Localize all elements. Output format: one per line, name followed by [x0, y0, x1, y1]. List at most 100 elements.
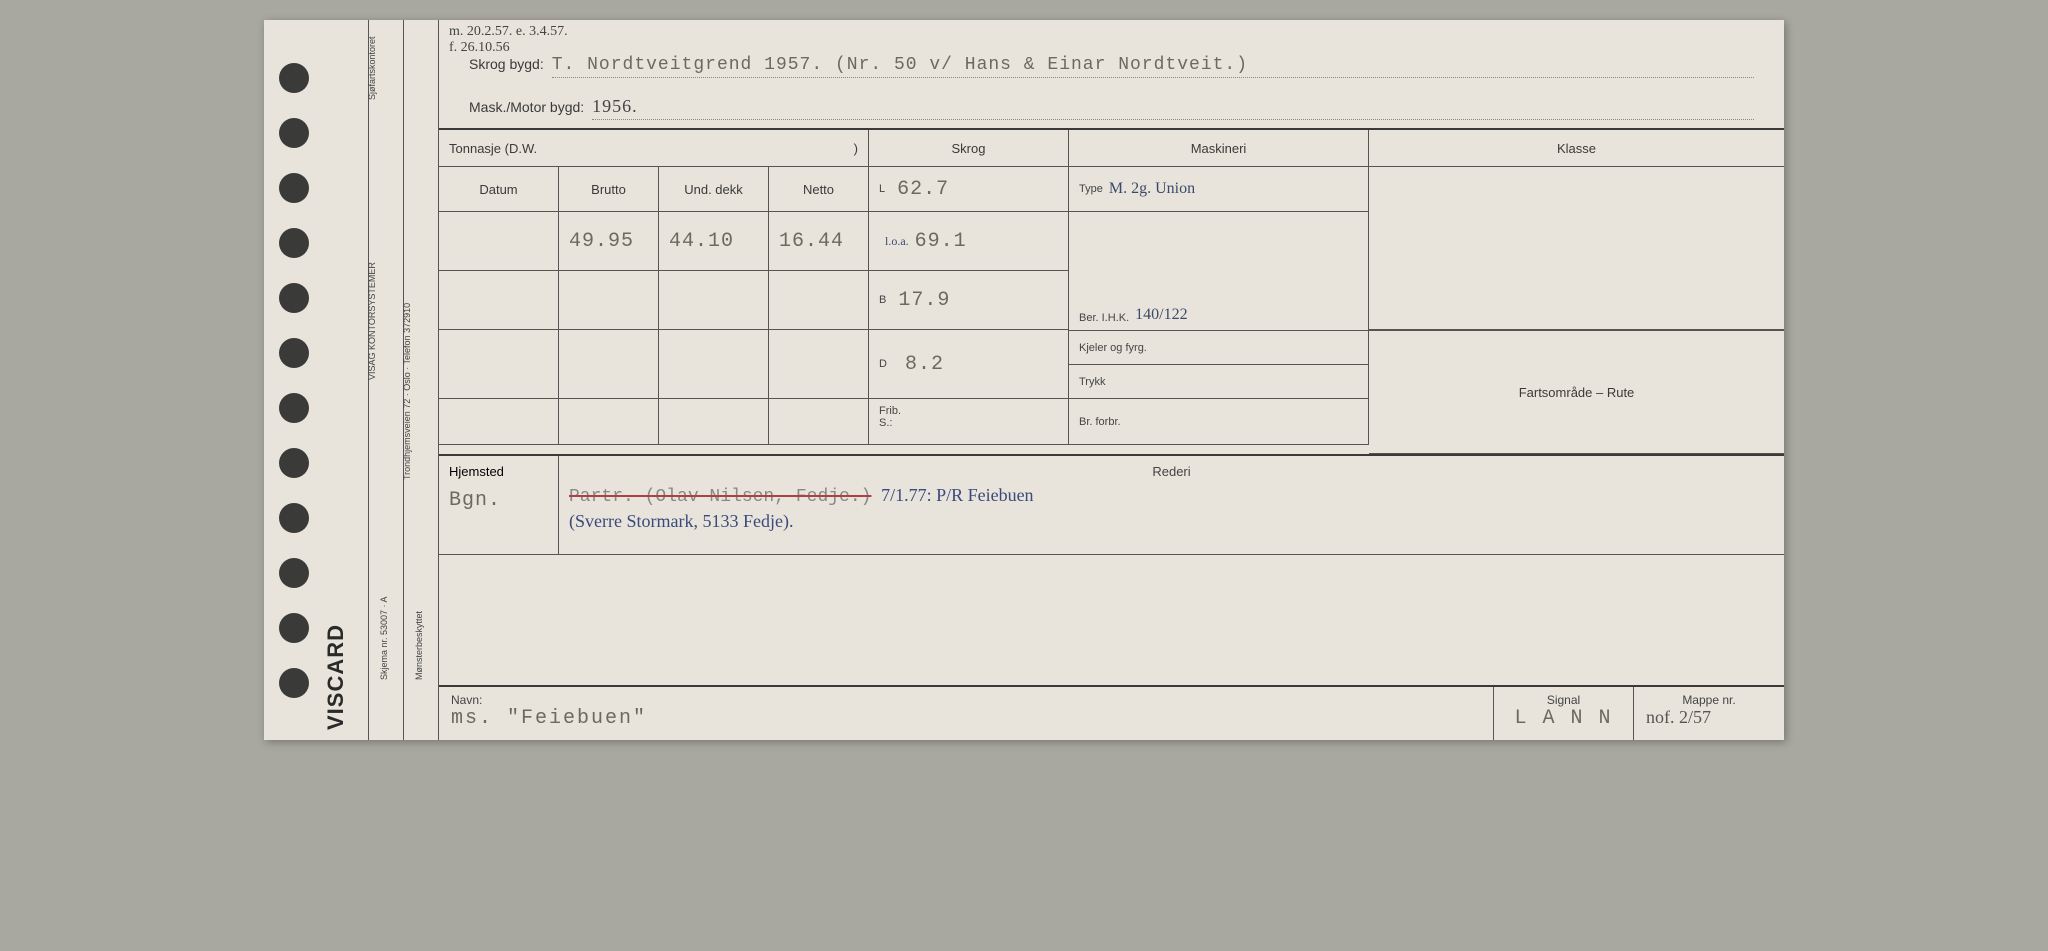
br-forbr-label: Br. forbr.	[1079, 416, 1121, 428]
empty-cell	[439, 271, 559, 330]
brutto-cell: 49.95	[559, 212, 659, 271]
loa-value: 69.1	[915, 230, 967, 253]
side-column-info: Sjøfartskontoret VISAG KONTORSYSTEMER Sk…	[369, 20, 404, 740]
signal-value: L A N N	[1506, 707, 1621, 730]
side-column-info2: Trondhjemsveien 72 · Oslo · Telefon 3729…	[404, 20, 439, 740]
motor-bygd-value: 1956.	[592, 96, 1754, 120]
trykk-label: Trykk	[1079, 376, 1105, 388]
navn-label: Navn:	[451, 693, 1481, 707]
hole	[279, 613, 309, 643]
empty-cell	[659, 399, 769, 445]
empty-cell	[439, 399, 559, 445]
trykk-cell: Trykk	[1069, 365, 1369, 399]
kjeler-cell: Kjeler og fyrg.	[1069, 330, 1369, 365]
empty-cell	[769, 399, 869, 445]
side-info-3: Skjema nr. 53007 · A	[379, 596, 389, 680]
tonnasje-header: Tonnasje (D.W. )	[439, 130, 869, 167]
D-value: 8.2	[905, 353, 944, 376]
index-card: VISCARD Sjøfartskontoret VISAG KONTORSYS…	[264, 20, 1784, 740]
empty-cell	[439, 330, 559, 399]
frib-label: Frib.	[879, 405, 901, 417]
hjemsted-label: Hjemsted	[449, 464, 548, 479]
netto-label: Netto	[769, 167, 869, 212]
hole	[279, 283, 309, 313]
hole	[279, 448, 309, 478]
type-label: Type	[1079, 183, 1103, 195]
maskineri-header: Maskineri	[1069, 130, 1369, 167]
spacer	[439, 554, 1784, 685]
L-value: 62.7	[897, 178, 949, 201]
empty-cell	[659, 330, 769, 399]
tonnasje-label: Tonnasje (D.W.	[449, 141, 537, 156]
netto-cell: 16.44	[769, 212, 869, 271]
hole	[279, 668, 309, 698]
hole	[279, 63, 309, 93]
brutto-label: Brutto	[559, 167, 659, 212]
brand-logo: VISCARD	[323, 624, 349, 730]
kjeler-label: Kjeler og fyrg.	[1079, 342, 1147, 354]
hole	[279, 118, 309, 148]
B-cell: B 17.9	[869, 271, 1069, 330]
unddekk-value: 44.10	[669, 230, 734, 253]
skrog-bygd-value: T. Nordtveitgrend 1957. (Nr. 50 v/ Hans …	[552, 55, 1754, 78]
side-info-top: Sjøfartskontoret	[367, 36, 377, 100]
skrog-bygd-label: Skrog bygd:	[469, 56, 544, 72]
type-value: M. 2g. Union	[1109, 180, 1195, 198]
datum-cell	[439, 212, 559, 271]
mappe-value: nof. 2/57	[1646, 707, 1772, 728]
side-info-4: Mønsterbeskyttet	[414, 611, 424, 680]
empty-cell	[769, 330, 869, 399]
hole	[279, 393, 309, 423]
B-value: 17.9	[898, 289, 950, 312]
ber-ihk-cell: Ber. I.H.K. 140/122	[1069, 212, 1369, 330]
datum-label: Datum	[439, 167, 559, 212]
mappe-label: Mappe nr.	[1646, 693, 1772, 707]
mappe-cell: Mappe nr. nof. 2/57	[1634, 687, 1784, 740]
hole	[279, 503, 309, 533]
ber-ihk-label: Ber. I.H.K.	[1079, 312, 1129, 324]
rederi-struck: Partr. (Olav Nilsen, Fedje.)	[569, 487, 871, 507]
card-main: m. 20.2.57. e. 3.4.57. f. 26.10.56 Skrog…	[439, 20, 1784, 740]
side-info-2: Trondhjemsveien 72 · Oslo · Telefon 3729…	[402, 303, 412, 480]
hole	[279, 338, 309, 368]
signal-label: Signal	[1506, 693, 1621, 707]
brutto-value: 49.95	[569, 230, 634, 253]
footer: Navn: ms. "Feiebuen" Signal L A N N Mapp…	[439, 685, 1784, 740]
rederi-line2: (Sverre Stormark, 5133 Fedje).	[569, 511, 1774, 532]
unddekk-cell: 44.10	[659, 212, 769, 271]
S-label: S.:	[879, 417, 892, 429]
klasse-header: Klasse	[1369, 130, 1784, 167]
D-cell: D 8.2	[869, 330, 1069, 399]
loa-cell: l.o.a. 69.1	[869, 212, 1069, 271]
owner-section: Hjemsted Bgn. Rederi Partr. (Olav Nilsen…	[439, 454, 1784, 554]
loa-label: l.o.a.	[885, 234, 909, 249]
side-column-brand: VISCARD	[324, 20, 369, 740]
empty-cell	[659, 271, 769, 330]
D-label: D	[879, 358, 887, 370]
side-info-1: VISAG KONTORSYSTEMER	[367, 262, 377, 380]
motor-bygd-label: Mask./Motor bygd:	[469, 99, 584, 115]
unddekk-label: Und. dekk	[659, 167, 769, 212]
br-forbr-cell: Br. forbr.	[1069, 399, 1369, 445]
rederi-label: Rederi	[569, 464, 1774, 479]
hole	[279, 173, 309, 203]
ber-ihk-value: 140/122	[1135, 306, 1187, 324]
data-grid: Tonnasje (D.W. ) Skrog Maskineri Klasse …	[439, 128, 1784, 454]
navn-cell: Navn: ms. "Feiebuen"	[439, 687, 1494, 740]
klasse-cell	[1369, 167, 1784, 330]
frib-cell: Frib. S.:	[869, 399, 1069, 445]
empty-cell	[559, 330, 659, 399]
hole	[279, 228, 309, 258]
empty-cell	[559, 399, 659, 445]
punch-holes	[264, 20, 324, 740]
B-label: B	[879, 294, 886, 306]
skrog-header: Skrog	[869, 130, 1069, 167]
empty-cell	[769, 271, 869, 330]
L-label: L	[879, 183, 885, 195]
type-cell: Type M. 2g. Union	[1069, 167, 1369, 212]
empty-cell	[559, 271, 659, 330]
signal-cell: Signal L A N N	[1494, 687, 1634, 740]
hjemsted-cell: Hjemsted Bgn.	[439, 456, 559, 554]
hole	[279, 558, 309, 588]
L-cell: L 62.7	[869, 167, 1069, 212]
